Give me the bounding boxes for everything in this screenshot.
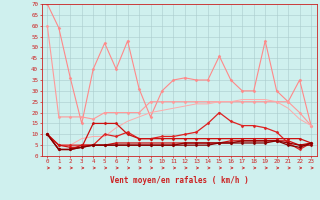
- X-axis label: Vent moyen/en rafales ( km/h ): Vent moyen/en rafales ( km/h ): [110, 176, 249, 185]
